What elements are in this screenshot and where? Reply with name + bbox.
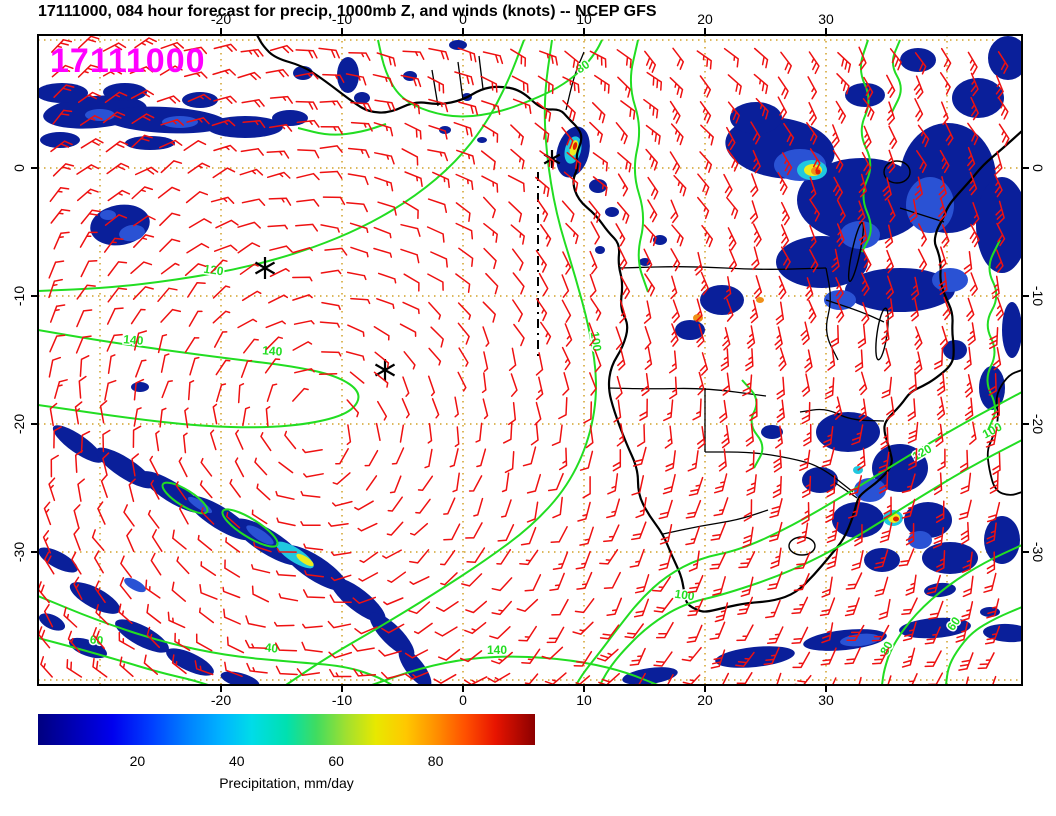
wind-barbs-layer xyxy=(38,35,1010,685)
x-axis-label: 10 xyxy=(576,11,592,27)
x-axis-label: 20 xyxy=(697,692,713,708)
y-axis-label: -20 xyxy=(1030,414,1046,434)
x-axis-label: 10 xyxy=(576,692,592,708)
x-axis-label: -20 xyxy=(211,11,231,27)
y-axis-label: 0 xyxy=(11,164,27,172)
svg-text:140: 140 xyxy=(487,643,507,657)
axis-labels-layer: -20 -20 -10 -10 0 0 10 10 20 20 30 30 0 0 -10 -10 -20 -20… xyxy=(11,11,1046,708)
y-axis-label: -30 xyxy=(11,542,27,562)
svg-text:140: 140 xyxy=(123,332,144,348)
x-axis-label: -10 xyxy=(332,11,352,27)
y-axis-label: -30 xyxy=(1030,542,1046,562)
y-axis-label: 0 xyxy=(1030,164,1046,172)
svg-text:100: 100 xyxy=(588,331,605,353)
x-axis-label: -20 xyxy=(211,692,231,708)
y-axis-label: -10 xyxy=(11,286,27,306)
timestamp-overlay: 17111000 xyxy=(50,42,206,80)
colorbar-caption: Precipitation, mm/day xyxy=(219,775,354,791)
colorbar-tick-labels: 20 40 60 80 xyxy=(0,753,1056,773)
x-axis-label: 30 xyxy=(818,692,834,708)
x-axis-label: 30 xyxy=(818,11,834,27)
y-axis-label: -20 xyxy=(11,414,27,434)
svg-text:100: 100 xyxy=(674,587,696,604)
colorbar-tick-label: 80 xyxy=(427,753,444,769)
x-axis-label: 0 xyxy=(459,11,467,27)
frame-layer xyxy=(31,28,1029,692)
colorbar-tick-label: 20 xyxy=(129,753,146,769)
x-axis-label: 0 xyxy=(459,692,467,708)
geo-layer xyxy=(256,35,1022,613)
x-axis-label: 20 xyxy=(697,11,713,27)
colorbar-tick-label: 40 xyxy=(229,753,245,769)
svg-text:140: 140 xyxy=(262,343,283,358)
precip-layer xyxy=(38,36,1022,685)
x-axis-label: -10 xyxy=(332,692,352,708)
precip-colorbar xyxy=(38,714,535,745)
colorbar-tick-label: 60 xyxy=(328,753,344,769)
chart-title: 17111000, 084 hour forecast for precip, … xyxy=(38,3,657,20)
y-axis-label: -10 xyxy=(1030,286,1046,306)
